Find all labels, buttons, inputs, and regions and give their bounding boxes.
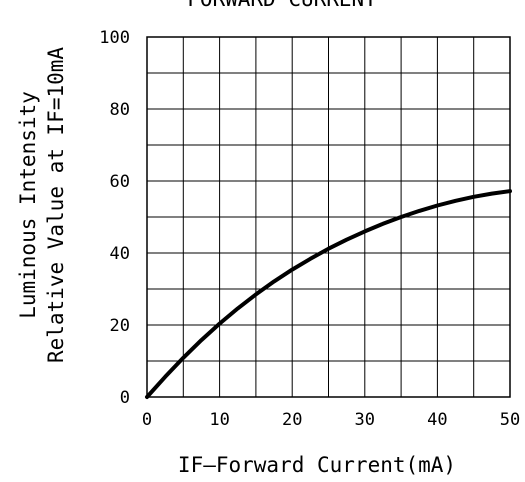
series-line — [145, 189, 512, 399]
x-tick-label: 30 — [355, 410, 375, 430]
x-tick-labels: 0 10 20 30 40 50 — [142, 410, 520, 430]
y-axis-label-line-1: Luminous Intensity — [16, 91, 40, 319]
x-tick-label: 10 — [209, 410, 229, 430]
y-tick-label: 100 — [99, 28, 130, 48]
y-tick-label: 40 — [110, 244, 130, 264]
x-tick-label: 50 — [500, 410, 520, 430]
x-axis-label: IF—Forward Current(mA) — [178, 453, 456, 477]
y-tick-label: 0 — [120, 388, 130, 408]
chart-title: FORWARD CURRENT — [187, 0, 377, 11]
x-tick-label: 20 — [282, 410, 302, 430]
x-tick-label: 40 — [427, 410, 447, 430]
y-tick-label: 60 — [110, 172, 130, 192]
y-axis-label-line-2: Relative Value at IF=10mA — [44, 47, 68, 363]
plot-frame — [146, 36, 511, 398]
y-tick-label: 80 — [110, 100, 130, 120]
grid — [147, 37, 510, 397]
x-tick-label: 0 — [142, 410, 152, 430]
y-tick-label: 20 — [110, 316, 130, 336]
y-tick-labels: 0 20 40 60 80 100 — [99, 28, 130, 408]
